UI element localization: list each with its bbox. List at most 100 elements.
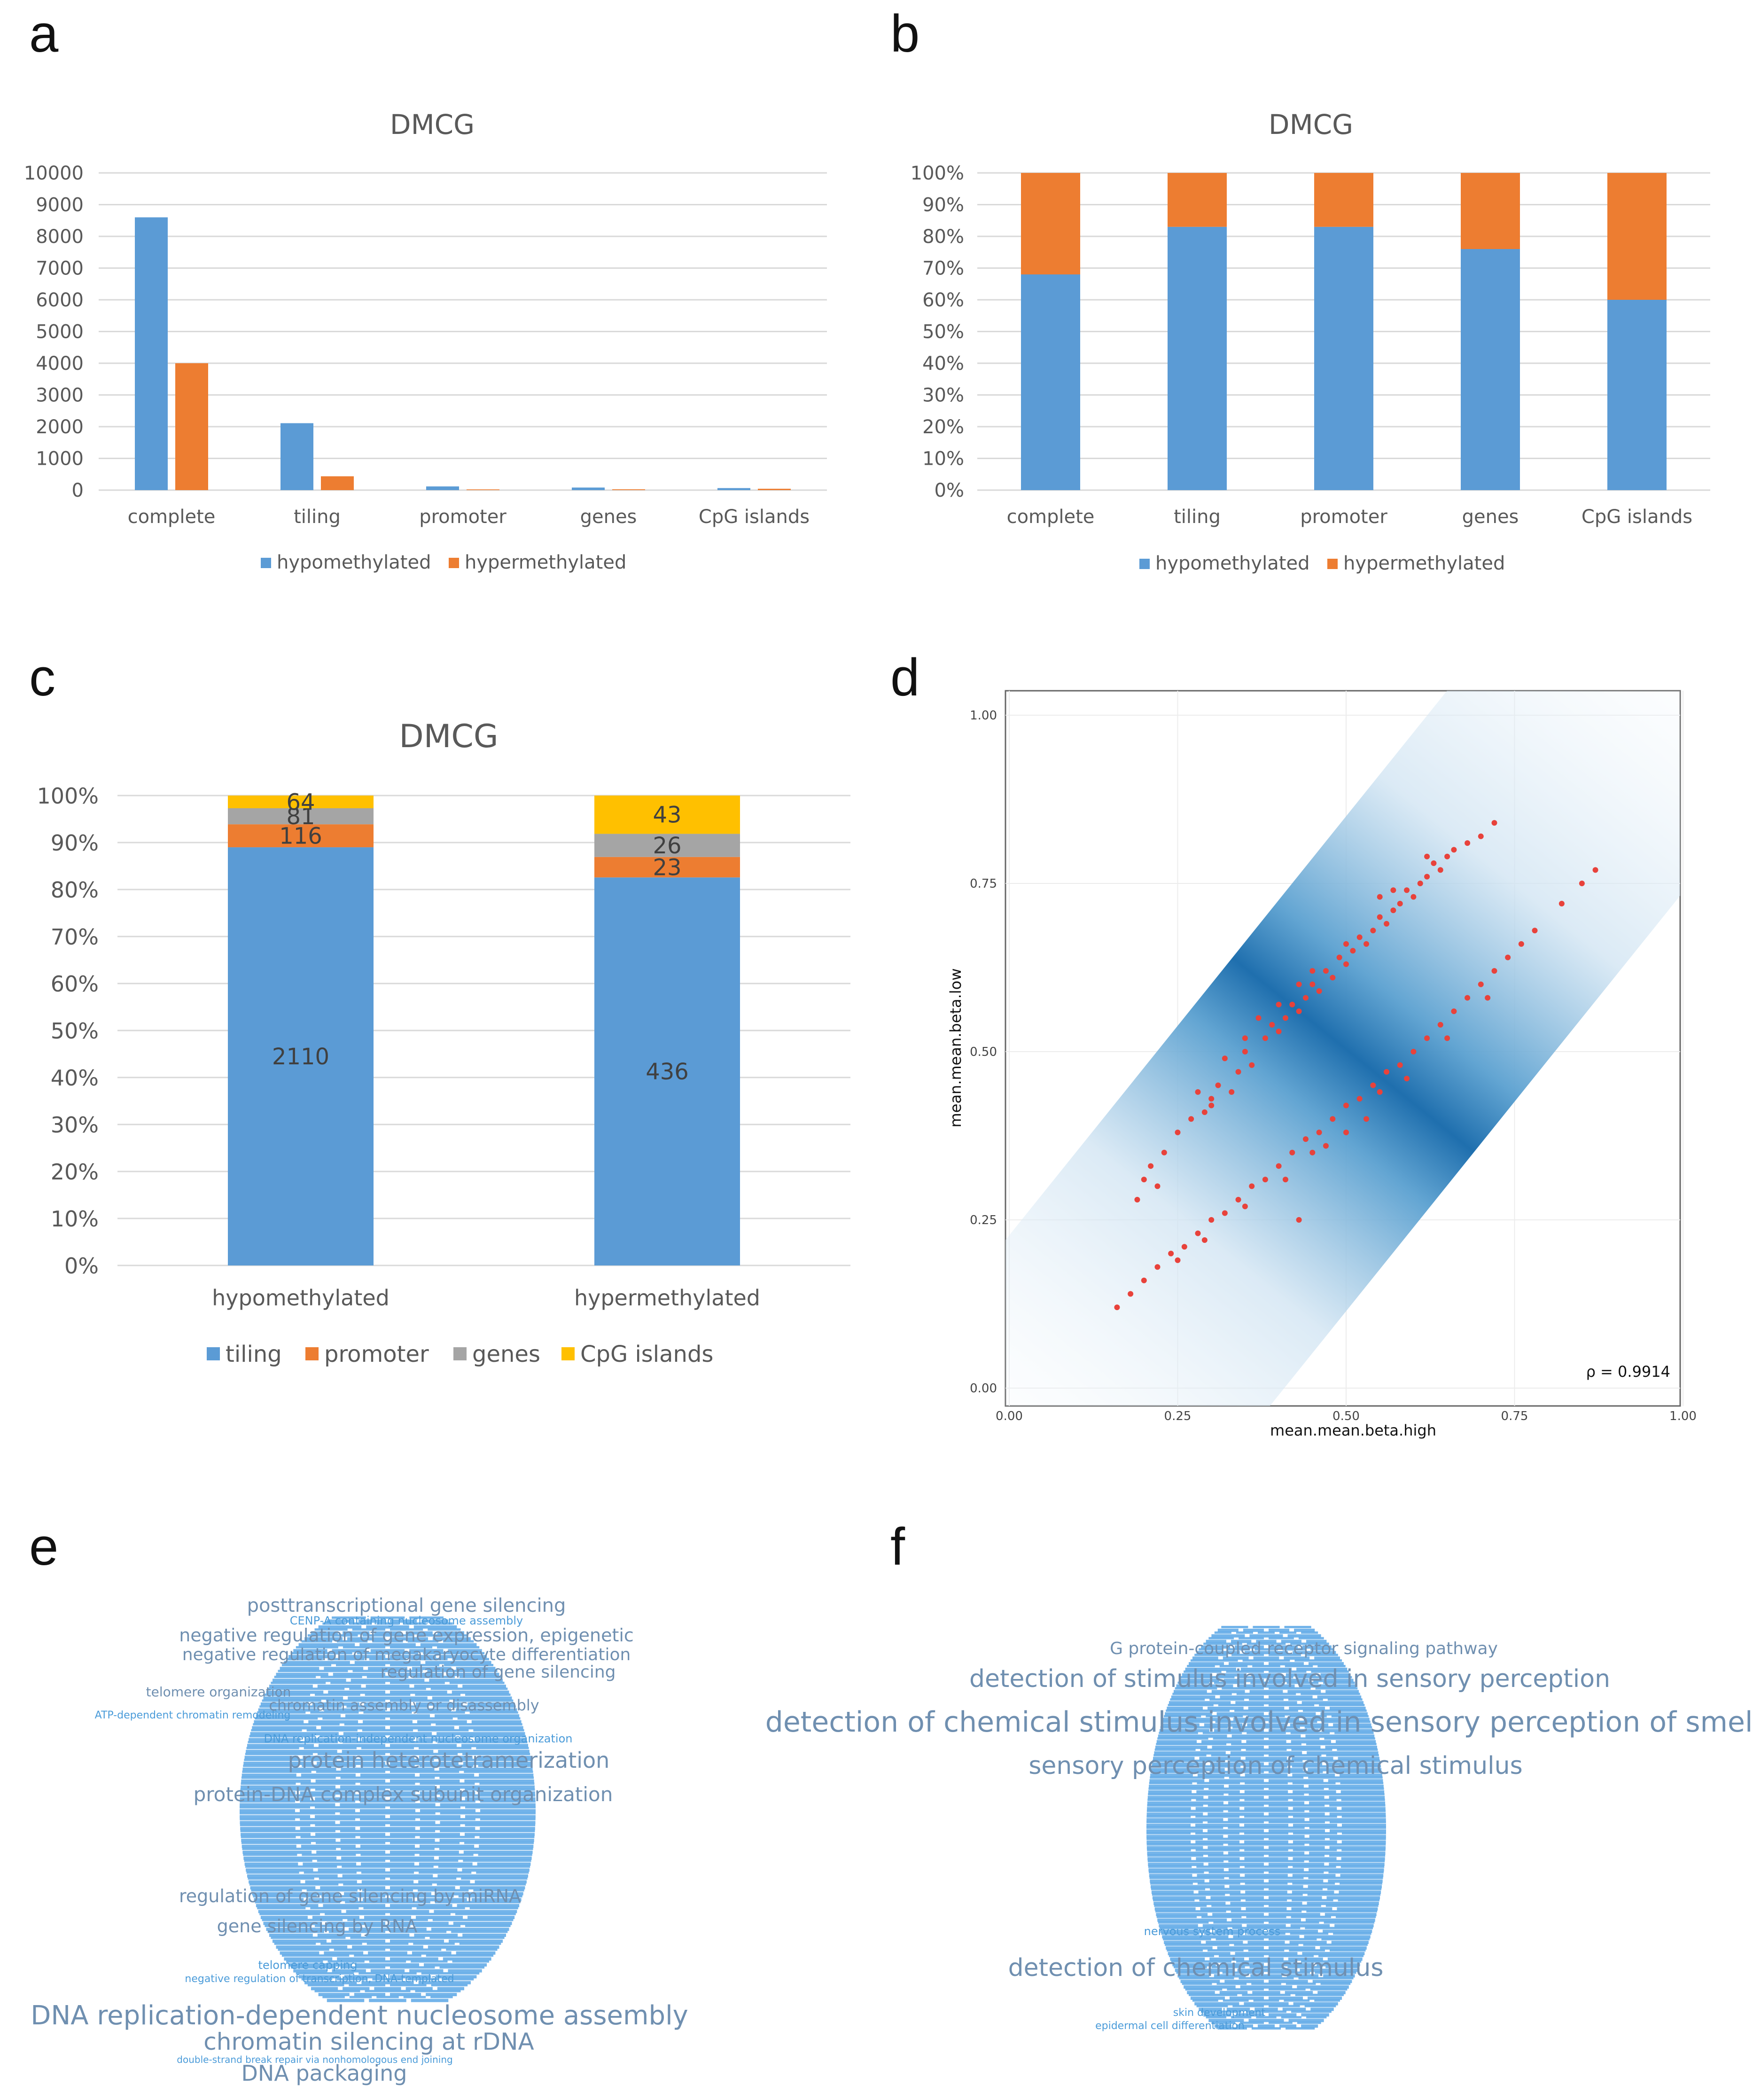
cloud-filler-word xyxy=(1309,1868,1384,1872)
cloud-filler-word xyxy=(429,1678,503,1682)
cloud-filler-word xyxy=(459,1942,501,1945)
cloud-filler-word xyxy=(1341,1857,1385,1861)
cloud-filler-word xyxy=(1286,2027,1315,2030)
cloud-filler-word xyxy=(372,1978,403,1981)
cloud-filler-word xyxy=(1269,1954,1314,1957)
cloud-filler-word xyxy=(1308,1885,1382,1889)
cloud-filler-word xyxy=(1229,1768,1303,1772)
x-tick-label: 0.50 xyxy=(1332,1409,1360,1423)
panel-letter-c: c xyxy=(29,648,55,707)
cloud-filler-word xyxy=(341,1848,435,1850)
cloud-filler-word xyxy=(1146,1832,1191,1835)
cloud-filler-word xyxy=(240,1830,335,1833)
cloud-filler-word xyxy=(467,1916,515,1920)
cloud-filler-word xyxy=(1197,1782,1240,1785)
cloud-filler-word xyxy=(1307,1893,1381,1896)
cloud-filler-word xyxy=(462,1933,506,1937)
cloud-filler-word xyxy=(241,1779,311,1783)
cloud-filler-word xyxy=(426,1954,494,1957)
cloud-filler-word xyxy=(286,1960,323,1963)
cloud-filler-word xyxy=(1215,1720,1264,1723)
cloud-filler-word xyxy=(1146,1815,1191,1818)
scatter-point xyxy=(1235,1069,1241,1075)
cloud-filler-word xyxy=(301,1978,333,1981)
cloud-filler-word xyxy=(315,1694,360,1696)
cloud-filler-word xyxy=(460,1735,526,1738)
cloud-filler-word xyxy=(1249,1690,1283,1694)
cloud-filler-word xyxy=(1198,1890,1241,1894)
cloud-filler-word xyxy=(308,1720,358,1724)
cloud-filler-word xyxy=(315,1779,385,1783)
cloud-filler-word xyxy=(1170,1698,1205,1701)
cloud-filler-word xyxy=(241,1776,336,1779)
cloud-filler-word xyxy=(240,1809,295,1812)
cloud-filler-word xyxy=(1328,1871,1384,1874)
cloud-filler-word xyxy=(480,1809,536,1812)
cloud-filler-word xyxy=(419,1853,474,1856)
cloud-filler-word xyxy=(440,1830,535,1833)
cloud-filler-word xyxy=(1182,1673,1212,1677)
cloud-filler-word xyxy=(1327,1762,1381,1766)
cloud-filler-word xyxy=(1253,1656,1279,1660)
cloud-filler-word xyxy=(439,1848,533,1850)
cloud-filler-word xyxy=(247,1744,314,1748)
cloud-filler-word xyxy=(1204,1932,1243,1935)
cloud-filler-word xyxy=(251,1729,302,1732)
cloud-filler-word xyxy=(1223,1656,1249,1660)
cloud-filler-word xyxy=(341,1767,435,1771)
cloud-filler-word xyxy=(1146,1843,1223,1846)
x-tick-label: 0.75 xyxy=(1501,1409,1528,1423)
cloud-filler-word xyxy=(303,1862,357,1866)
cloud-filler-word xyxy=(263,1696,343,1700)
cloud-filler-word xyxy=(1169,1701,1231,1705)
cloud-filler-word xyxy=(244,1756,298,1759)
data-label: 43 xyxy=(653,802,681,828)
cloud-filler-word xyxy=(1203,1642,1242,1645)
cloud-filler-word xyxy=(435,1714,520,1718)
cloud-filler-word xyxy=(421,1972,480,1975)
scatter-x-label: mean.mean.beta.high xyxy=(1270,1421,1436,1439)
y-tick-label: 60% xyxy=(51,971,99,997)
scatter-point xyxy=(1532,928,1538,934)
cloud-filler-word xyxy=(1180,1676,1235,1678)
cloud-filler-word xyxy=(1158,1921,1209,1924)
scatter-point xyxy=(1148,1163,1154,1169)
cloud-filler-word xyxy=(301,1640,333,1643)
cloud-filler-word xyxy=(376,1996,399,1999)
cloud-filler-word xyxy=(370,1616,405,1619)
cloud-filler-word xyxy=(1246,1740,1286,1744)
cloud-filler-word xyxy=(1341,1840,1386,1844)
y-tick-label: 10000 xyxy=(24,163,84,184)
cloud-filler-word xyxy=(343,1631,370,1635)
cloud-filler-word xyxy=(1292,1882,1335,1885)
cloud-f-term: detection of stimulus involved in sensor… xyxy=(969,1665,1610,1693)
cloud-filler-word xyxy=(448,1969,482,1973)
cloud-filler-word xyxy=(300,1791,356,1795)
cloud-filler-word xyxy=(1323,1729,1373,1733)
cloud-filler-word xyxy=(1228,1810,1305,1812)
cloud-filler-word xyxy=(1165,1712,1212,1716)
cloud-filler-word xyxy=(346,1705,429,1708)
cloud-filler-word xyxy=(390,1895,454,1897)
cloud-filler-word xyxy=(317,1933,361,1937)
cloud-filler-word xyxy=(1301,2024,1318,2028)
cloud-filler-word xyxy=(1150,1773,1193,1777)
scatter-point xyxy=(1276,1163,1282,1169)
cloud-filler-word xyxy=(1253,1999,1279,2002)
scatter-point xyxy=(1222,1210,1228,1216)
cloud-filler-word xyxy=(1284,1999,1310,2002)
cloud-filler-word xyxy=(1327,1771,1382,1773)
cloud-filler-word xyxy=(366,1676,409,1678)
cloud-filler-word xyxy=(1146,1837,1203,1840)
cloud-filler-word xyxy=(420,1800,475,1803)
cloud-filler-word xyxy=(465,1797,536,1801)
bar-hypomethylated xyxy=(1314,226,1373,490)
cloud-filler-word xyxy=(464,1779,534,1783)
cloud-filler-word xyxy=(405,1987,433,1991)
cloud-filler-word xyxy=(361,1981,414,1984)
cloud-filler-word xyxy=(465,1806,536,1809)
cloud-filler-word xyxy=(1218,1954,1264,1957)
cloud-filler-word xyxy=(430,1622,453,1625)
cloud-filler-word xyxy=(407,1640,438,1643)
cloud-filler-word xyxy=(360,1844,415,1848)
